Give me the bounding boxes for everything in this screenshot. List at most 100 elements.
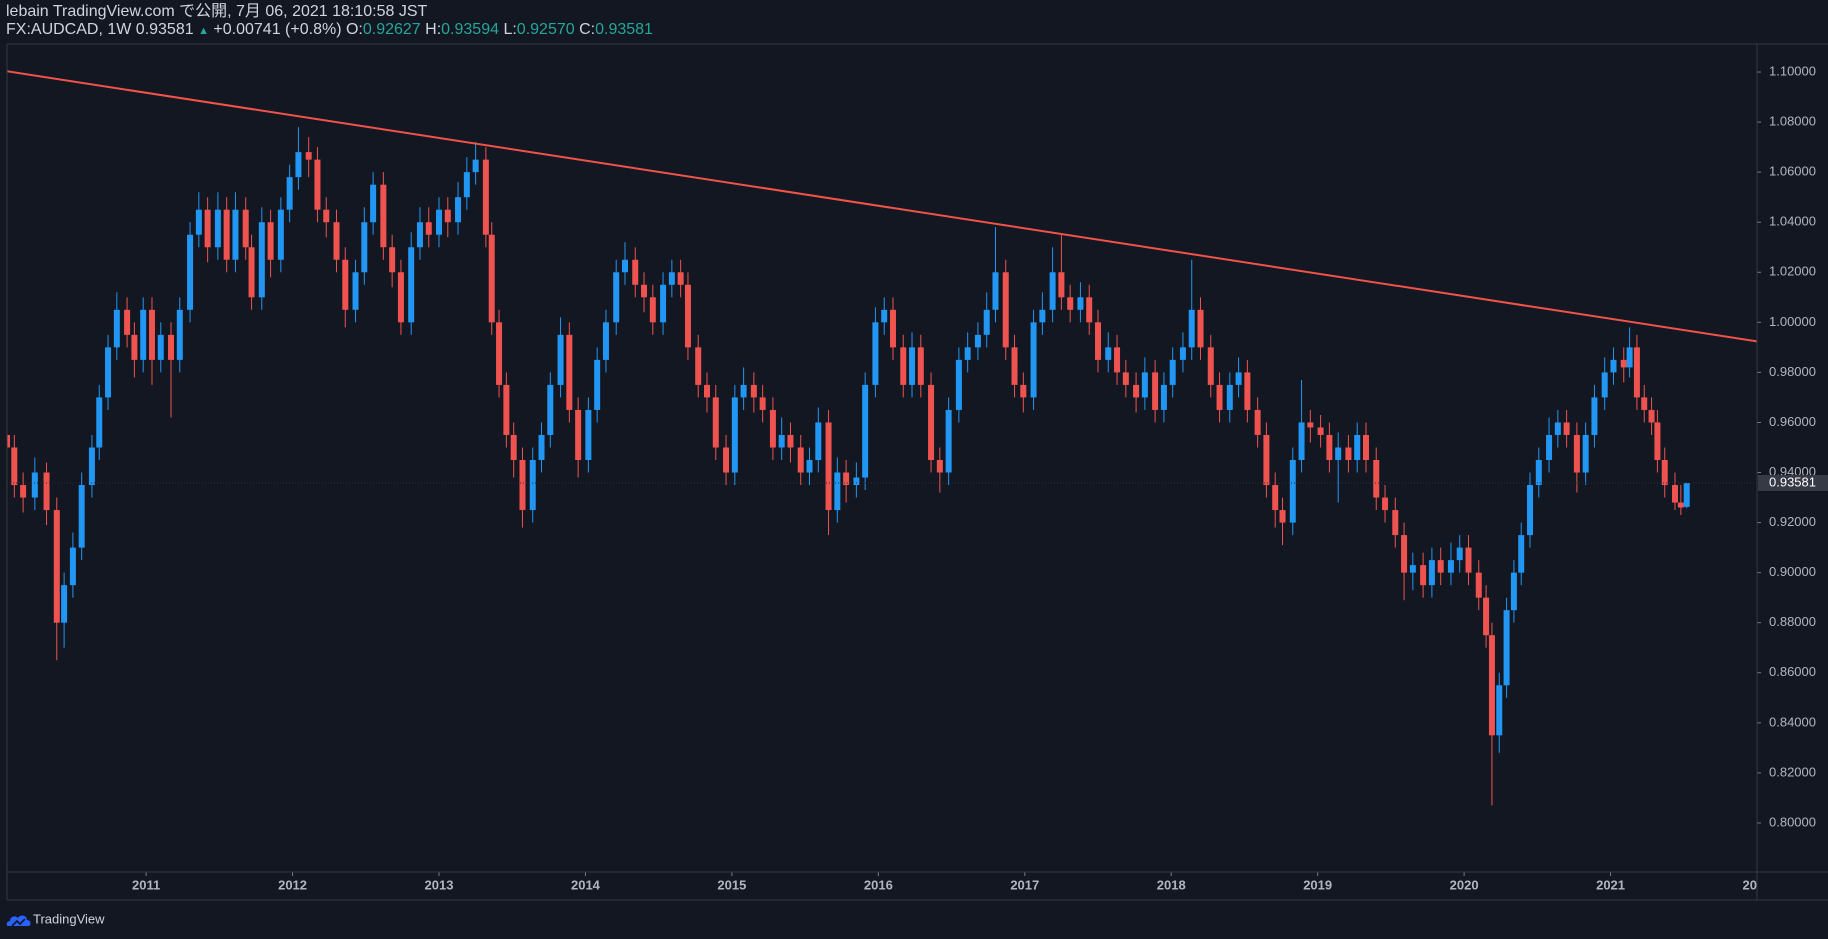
- x-tick-label: 2017: [1010, 877, 1039, 892]
- plot: [7, 70, 1757, 806]
- candle-body: [286, 177, 293, 210]
- candle-body: [503, 384, 510, 435]
- candle-body: [1254, 409, 1261, 435]
- x-axis: 2011 2012 2013 2014 2015 2016 2017 2018 2019 2020…: [132, 872, 1772, 892]
- change: +0.00741 (+0.8%): [213, 21, 342, 38]
- candle-body: [862, 384, 869, 478]
- candle-body: [843, 472, 850, 486]
- candle-body: [1591, 397, 1598, 435]
- candle-body: [1086, 297, 1093, 323]
- plot-area: [7, 44, 1757, 872]
- candle-body: [1114, 347, 1121, 373]
- candle-body: [342, 259, 349, 310]
- candle-body: [778, 434, 785, 448]
- candle-body: [668, 272, 675, 285]
- ohlc-value: 0.93581: [595, 21, 653, 38]
- y-tick-label: 1.04000: [1769, 214, 1816, 229]
- candle-body: [566, 334, 573, 410]
- y-tick-label: 1.10000: [1769, 63, 1816, 78]
- candle-body: [314, 159, 321, 210]
- x-tick-label: 2022: [1743, 877, 1772, 892]
- candle-body: [1437, 560, 1444, 573]
- candle-body: [1373, 460, 1380, 498]
- candle-body: [1095, 322, 1102, 360]
- candle-body: [242, 209, 249, 248]
- candle-body: [909, 347, 916, 385]
- candle-body: [641, 284, 648, 298]
- candle-body: [1002, 272, 1009, 348]
- candle-body: [881, 309, 888, 323]
- candle-body: [1392, 510, 1399, 536]
- candle-body: [78, 485, 85, 548]
- candle-body: [575, 409, 582, 461]
- candle-body: [1179, 347, 1186, 360]
- candle-body: [974, 334, 981, 348]
- candle-body: [1654, 422, 1661, 461]
- candle-body: [547, 384, 554, 435]
- candle-body: [157, 334, 164, 360]
- candle-body: [140, 309, 147, 360]
- candle-body: [187, 234, 194, 310]
- x-tick-label: 2011: [132, 877, 160, 892]
- candle-body: [1235, 372, 1242, 385]
- candle-body: [1648, 409, 1655, 423]
- candle-body: [787, 434, 794, 448]
- candle-body: [1067, 297, 1074, 310]
- candle-body: [176, 309, 183, 360]
- y-tick-label: 0.90000: [1769, 564, 1816, 579]
- candle-body: [740, 384, 747, 398]
- y-tick-label: 0.92000: [1769, 514, 1816, 529]
- candle-body: [1661, 460, 1668, 486]
- candle-body: [1641, 397, 1648, 410]
- ohlc-value: 0.92570: [516, 21, 575, 38]
- candle-body: [1244, 372, 1251, 410]
- candle-body: [759, 397, 766, 410]
- candle-body: [277, 209, 284, 260]
- y-tick-label: 0.86000: [1769, 664, 1816, 679]
- x-tick-label: 2014: [571, 877, 601, 892]
- candle-body: [872, 322, 879, 385]
- candle-body: [361, 222, 368, 273]
- candle-body: [936, 460, 943, 473]
- y-tick-label: 0.88000: [1769, 614, 1816, 629]
- candle-body: [1289, 460, 1296, 523]
- candle-body: [723, 447, 730, 473]
- candle-body: [488, 234, 495, 323]
- candle-body: [1188, 309, 1195, 348]
- candle-body: [1354, 434, 1361, 461]
- candle-body: [900, 347, 907, 385]
- candle-body: [889, 309, 896, 348]
- candle-body: [436, 209, 443, 235]
- candle-body: [594, 359, 601, 410]
- ohlc-label: C:: [579, 21, 596, 38]
- candle-body: [1447, 560, 1454, 573]
- candle-body: [1510, 572, 1517, 611]
- candle-body: [1049, 272, 1056, 310]
- candle-body: [992, 272, 999, 310]
- candle-body: [1011, 347, 1018, 385]
- candle-body: [585, 409, 592, 461]
- candle-body: [806, 460, 813, 473]
- candle-body: [131, 334, 138, 360]
- y-axis: 0.80000 0.82000 0.84000 0.86000 0.88000 0.900…: [1757, 63, 1828, 829]
- candle-body: [684, 284, 691, 348]
- x-tick-label: 2018: [1157, 877, 1186, 892]
- candle-body: [1420, 565, 1427, 586]
- y-tick-label: 0.98000: [1769, 364, 1816, 379]
- x-tick-label: 2020: [1450, 877, 1479, 892]
- trendline: [7, 70, 1757, 343]
- candle-body: [1317, 427, 1324, 435]
- candle-body: [1279, 510, 1286, 523]
- logo-cloud: [6, 915, 31, 926]
- brand: TradingView: [33, 911, 105, 926]
- candle-body: [96, 397, 103, 448]
- candle-body: [232, 209, 239, 260]
- candle-body: [1527, 485, 1534, 536]
- candle-body: [1456, 547, 1463, 561]
- candle-body: [1020, 384, 1027, 398]
- candle-body: [1633, 347, 1640, 398]
- candle-body: [214, 209, 221, 248]
- candle-body: [267, 222, 274, 260]
- candle-body: [223, 209, 230, 260]
